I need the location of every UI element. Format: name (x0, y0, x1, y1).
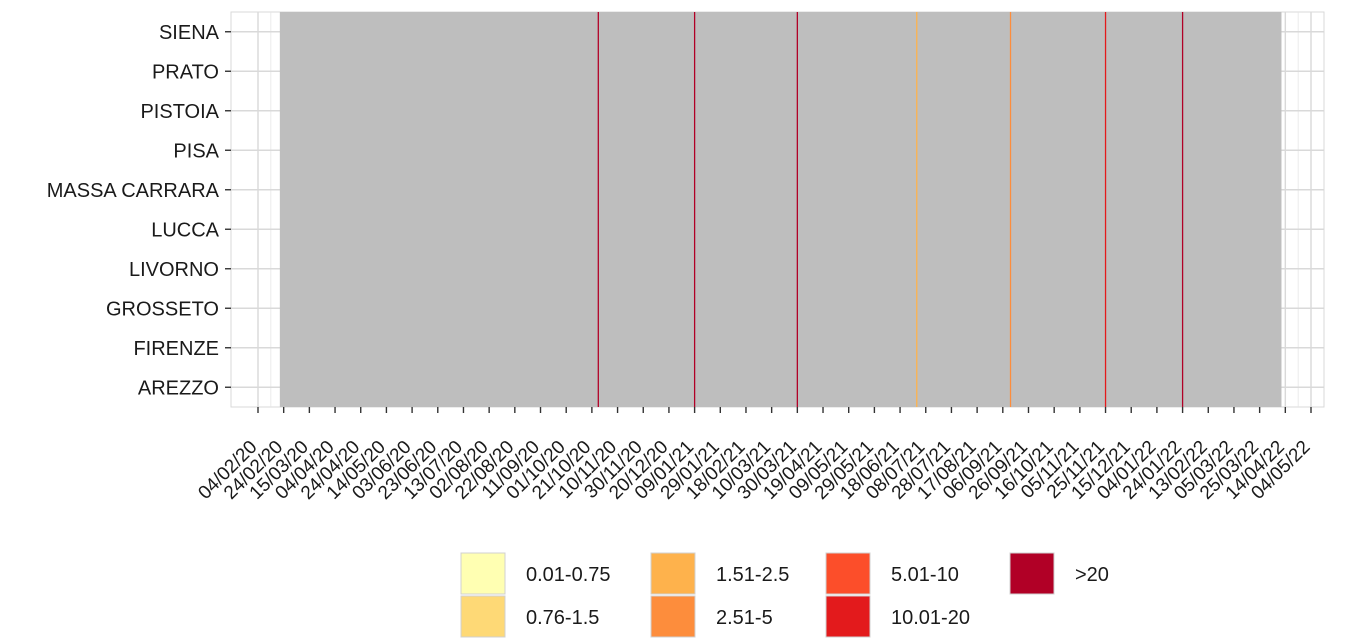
heat-highlight-24-01-22 (1181, 12, 1184, 407)
y-tick-label: PISTOIA (140, 101, 219, 123)
y-tick-label: AREZZO (138, 377, 219, 399)
legend-label: 5.01-10 (891, 564, 959, 586)
legend-swatch (825, 595, 871, 638)
legend-swatch (460, 595, 506, 638)
heat-highlight-30-03-21 (796, 12, 798, 407)
heat-row-livorno (279, 249, 1282, 289)
legend-label: 10.01-20 (891, 607, 970, 629)
legend-swatch (825, 552, 871, 595)
legend-swatch (460, 552, 506, 595)
y-tick-label: FIRENZE (133, 338, 219, 360)
heat-highlight-01-07-21 (916, 12, 918, 407)
heat-row-prato (279, 51, 1282, 91)
y-tick-label: MASSA CARRARA (47, 180, 220, 202)
heat-row-firenze (279, 328, 1282, 368)
y-tick-label: PRATO (152, 61, 219, 83)
legend-swatch (650, 552, 696, 595)
y-tick-label: LUCCA (151, 219, 219, 241)
legend: 0.01-0.75 0.76-1.5 1.51-2.5 2.51-5 5.01-10 10… (460, 552, 1109, 638)
heat-highlight-26-10-20 (597, 12, 599, 407)
heat-row-pisa (279, 130, 1282, 170)
heat-row-grosseto (279, 288, 1282, 328)
legend-swatch (650, 595, 696, 638)
heat-row-siena (279, 12, 1282, 52)
y-tick-label: SIENA (159, 22, 220, 44)
x-axis: 04/02/2024/02/2015/03/2004/04/2024/04/20… (194, 407, 1315, 504)
plot-panel (230, 11, 1325, 408)
legend-label: 0.76-1.5 (526, 607, 599, 629)
legend-label: >20 (1075, 564, 1109, 586)
heat-row-massa-carrara (279, 170, 1282, 210)
heat-row-pistoia (279, 91, 1282, 131)
legend-swatch (1009, 552, 1055, 595)
legend-label: 0.01-0.75 (526, 564, 611, 586)
y-tick-label: LIVORNO (129, 259, 219, 281)
y-tick-label: PISA (173, 140, 219, 162)
heat-highlight-09-01-21 (693, 12, 696, 407)
legend-label: 2.51-5 (716, 607, 773, 629)
y-tick-label: GROSSETO (106, 298, 219, 320)
heat-row-lucca (279, 209, 1282, 249)
legend-label: 1.51-2.5 (716, 564, 789, 586)
y-axis: SIENA PRATO PISTOIA PISA MASSA CARRARA LUCCA L… (47, 22, 231, 399)
heat-highlight-12-09-21 (1009, 12, 1012, 407)
heat-highlight-25-11-21 (1104, 12, 1107, 407)
heat-row-arezzo (279, 367, 1282, 407)
